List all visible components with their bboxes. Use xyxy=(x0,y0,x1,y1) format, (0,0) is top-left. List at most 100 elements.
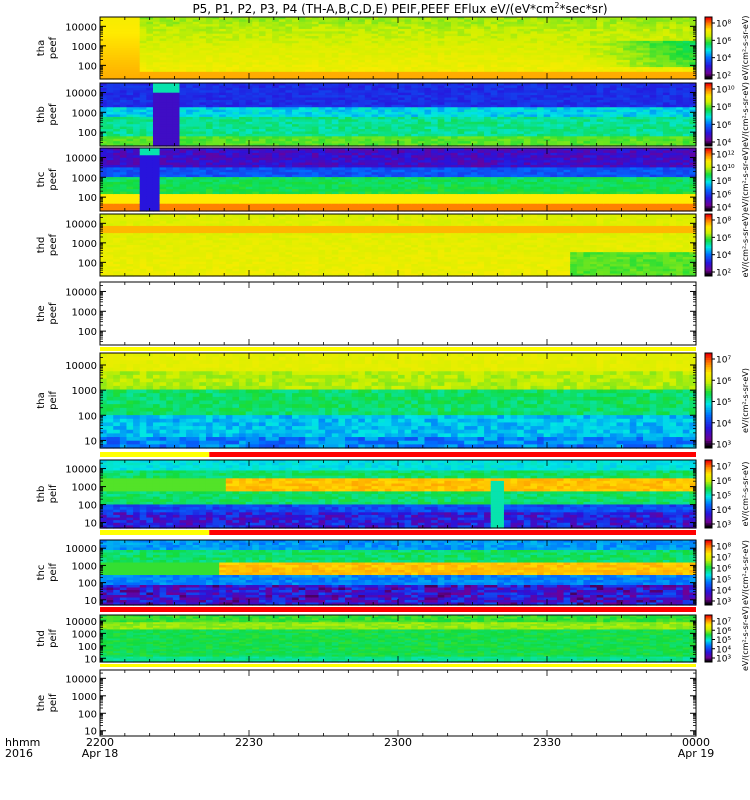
spectrogram-cell xyxy=(384,57,392,61)
spectrogram-cell xyxy=(411,121,419,125)
spectrogram-cell xyxy=(159,74,167,78)
spectrogram-cell xyxy=(172,119,181,123)
spectrogram-cell xyxy=(345,129,353,133)
spectrogram-cell xyxy=(404,52,412,56)
spectrogram-cell xyxy=(609,74,618,78)
spectrogram-cell xyxy=(676,57,684,61)
spectrogram-cell xyxy=(444,99,452,103)
spectrogram-cell xyxy=(364,87,373,91)
spectrogram-cell xyxy=(166,83,174,87)
spectrogram-cell xyxy=(378,67,386,71)
spectrogram-cell xyxy=(186,45,194,49)
spectrogram-cell xyxy=(676,92,684,96)
spectrogram-cell xyxy=(179,109,187,113)
spectrogram-cell xyxy=(643,138,651,142)
spectrogram-cell xyxy=(450,131,459,135)
spectrogram-cell xyxy=(371,97,379,101)
spectrogram-cell xyxy=(272,83,280,87)
spectrogram-cell xyxy=(669,33,677,37)
spectrogram-cell xyxy=(596,52,604,56)
spectrogram-cell xyxy=(119,116,128,120)
spectrogram-cell xyxy=(186,99,194,103)
spectrogram-cell xyxy=(172,138,181,142)
spectrogram-cell xyxy=(484,121,492,125)
spectrogram-cell xyxy=(106,69,114,73)
spectrogram-cell xyxy=(464,67,472,71)
spectrogram-cell xyxy=(384,99,392,103)
spectrogram-cell xyxy=(378,90,386,94)
spectrogram-cell xyxy=(596,76,604,80)
spectrogram-cell xyxy=(424,119,432,123)
spectrogram-cell xyxy=(166,99,174,103)
spectrogram-cell xyxy=(232,67,240,71)
spectrogram-cell xyxy=(106,99,114,103)
spectrogram-cell xyxy=(133,26,141,30)
spectrogram-cell xyxy=(258,69,267,73)
spectrogram-cell xyxy=(404,124,412,128)
spectrogram-cell xyxy=(556,17,565,20)
spectrogram-cell xyxy=(523,62,532,66)
spectrogram-cell xyxy=(265,141,273,145)
spectrogram-cell xyxy=(537,114,545,118)
spectrogram-cell xyxy=(424,48,432,51)
spectrogram-cell xyxy=(305,59,313,63)
spectrogram-cell xyxy=(444,129,452,133)
spectrogram-cell xyxy=(258,124,267,128)
spectrogram-cell xyxy=(179,74,187,78)
spectrogram-cell xyxy=(378,28,386,32)
spectrogram-cell xyxy=(311,133,320,137)
spectrogram-cell xyxy=(484,83,492,87)
spectrogram-cell xyxy=(431,129,439,133)
spectrogram-cell xyxy=(537,36,545,40)
spectrogram-cell xyxy=(576,87,585,91)
spectrogram-cell xyxy=(510,87,518,91)
spectrogram-cell xyxy=(378,64,386,68)
spectrogram-cell xyxy=(325,116,333,120)
spectrogram-cell xyxy=(325,104,333,108)
spectrogram-cell xyxy=(629,33,637,37)
spectrogram-cell xyxy=(225,92,234,96)
spectrogram-cell xyxy=(106,74,114,78)
spectrogram-cell xyxy=(457,64,465,68)
spectrogram-cell xyxy=(398,19,406,23)
spectrogram-cell xyxy=(305,109,313,113)
spectrogram-cell xyxy=(517,50,525,54)
spectrogram-cell xyxy=(331,92,339,96)
spectrogram-cell xyxy=(530,33,538,37)
spectrogram-cell xyxy=(669,121,677,125)
spectrogram-cell xyxy=(106,124,114,128)
spectrogram-cell xyxy=(629,43,637,47)
spectrogram-cell xyxy=(252,28,260,32)
spectrogram-cell xyxy=(669,131,677,135)
spectrogram-cell xyxy=(285,90,293,94)
spectrogram-cell xyxy=(656,33,664,37)
spectrogram-cell xyxy=(358,31,366,35)
spectrogram-cell xyxy=(119,21,128,25)
spectrogram-cell xyxy=(669,38,677,42)
spectrogram-cell xyxy=(298,38,306,42)
spectrogram-cell xyxy=(126,104,134,108)
spectrogram-cell xyxy=(205,28,214,32)
spectrogram-cell xyxy=(225,28,234,32)
spectrogram-cell xyxy=(258,57,267,61)
spectrogram-cell xyxy=(523,55,532,59)
spectrogram-cell xyxy=(219,95,227,99)
spectrogram-cell xyxy=(609,95,618,99)
spectrogram-cell xyxy=(318,28,326,32)
spectrogram-cell xyxy=(450,119,459,123)
spectrogram-cell xyxy=(345,116,353,120)
spectrogram-cell xyxy=(543,21,551,25)
spectrogram-cell xyxy=(186,69,194,73)
spectrogram-cell xyxy=(212,114,220,118)
spectrogram-cell xyxy=(596,129,604,133)
spectrogram-cell xyxy=(543,136,551,140)
spectrogram-cell xyxy=(490,114,498,118)
spectrogram-cell xyxy=(596,57,604,61)
colorbar-segment xyxy=(705,23,712,26)
spectrogram-cell xyxy=(106,19,114,23)
spectrogram-cell xyxy=(444,141,452,145)
spectrogram-cell xyxy=(470,119,479,123)
spectrogram-cell xyxy=(126,95,134,99)
spectrogram-cell xyxy=(583,133,591,137)
spectrogram-cell xyxy=(616,95,624,99)
